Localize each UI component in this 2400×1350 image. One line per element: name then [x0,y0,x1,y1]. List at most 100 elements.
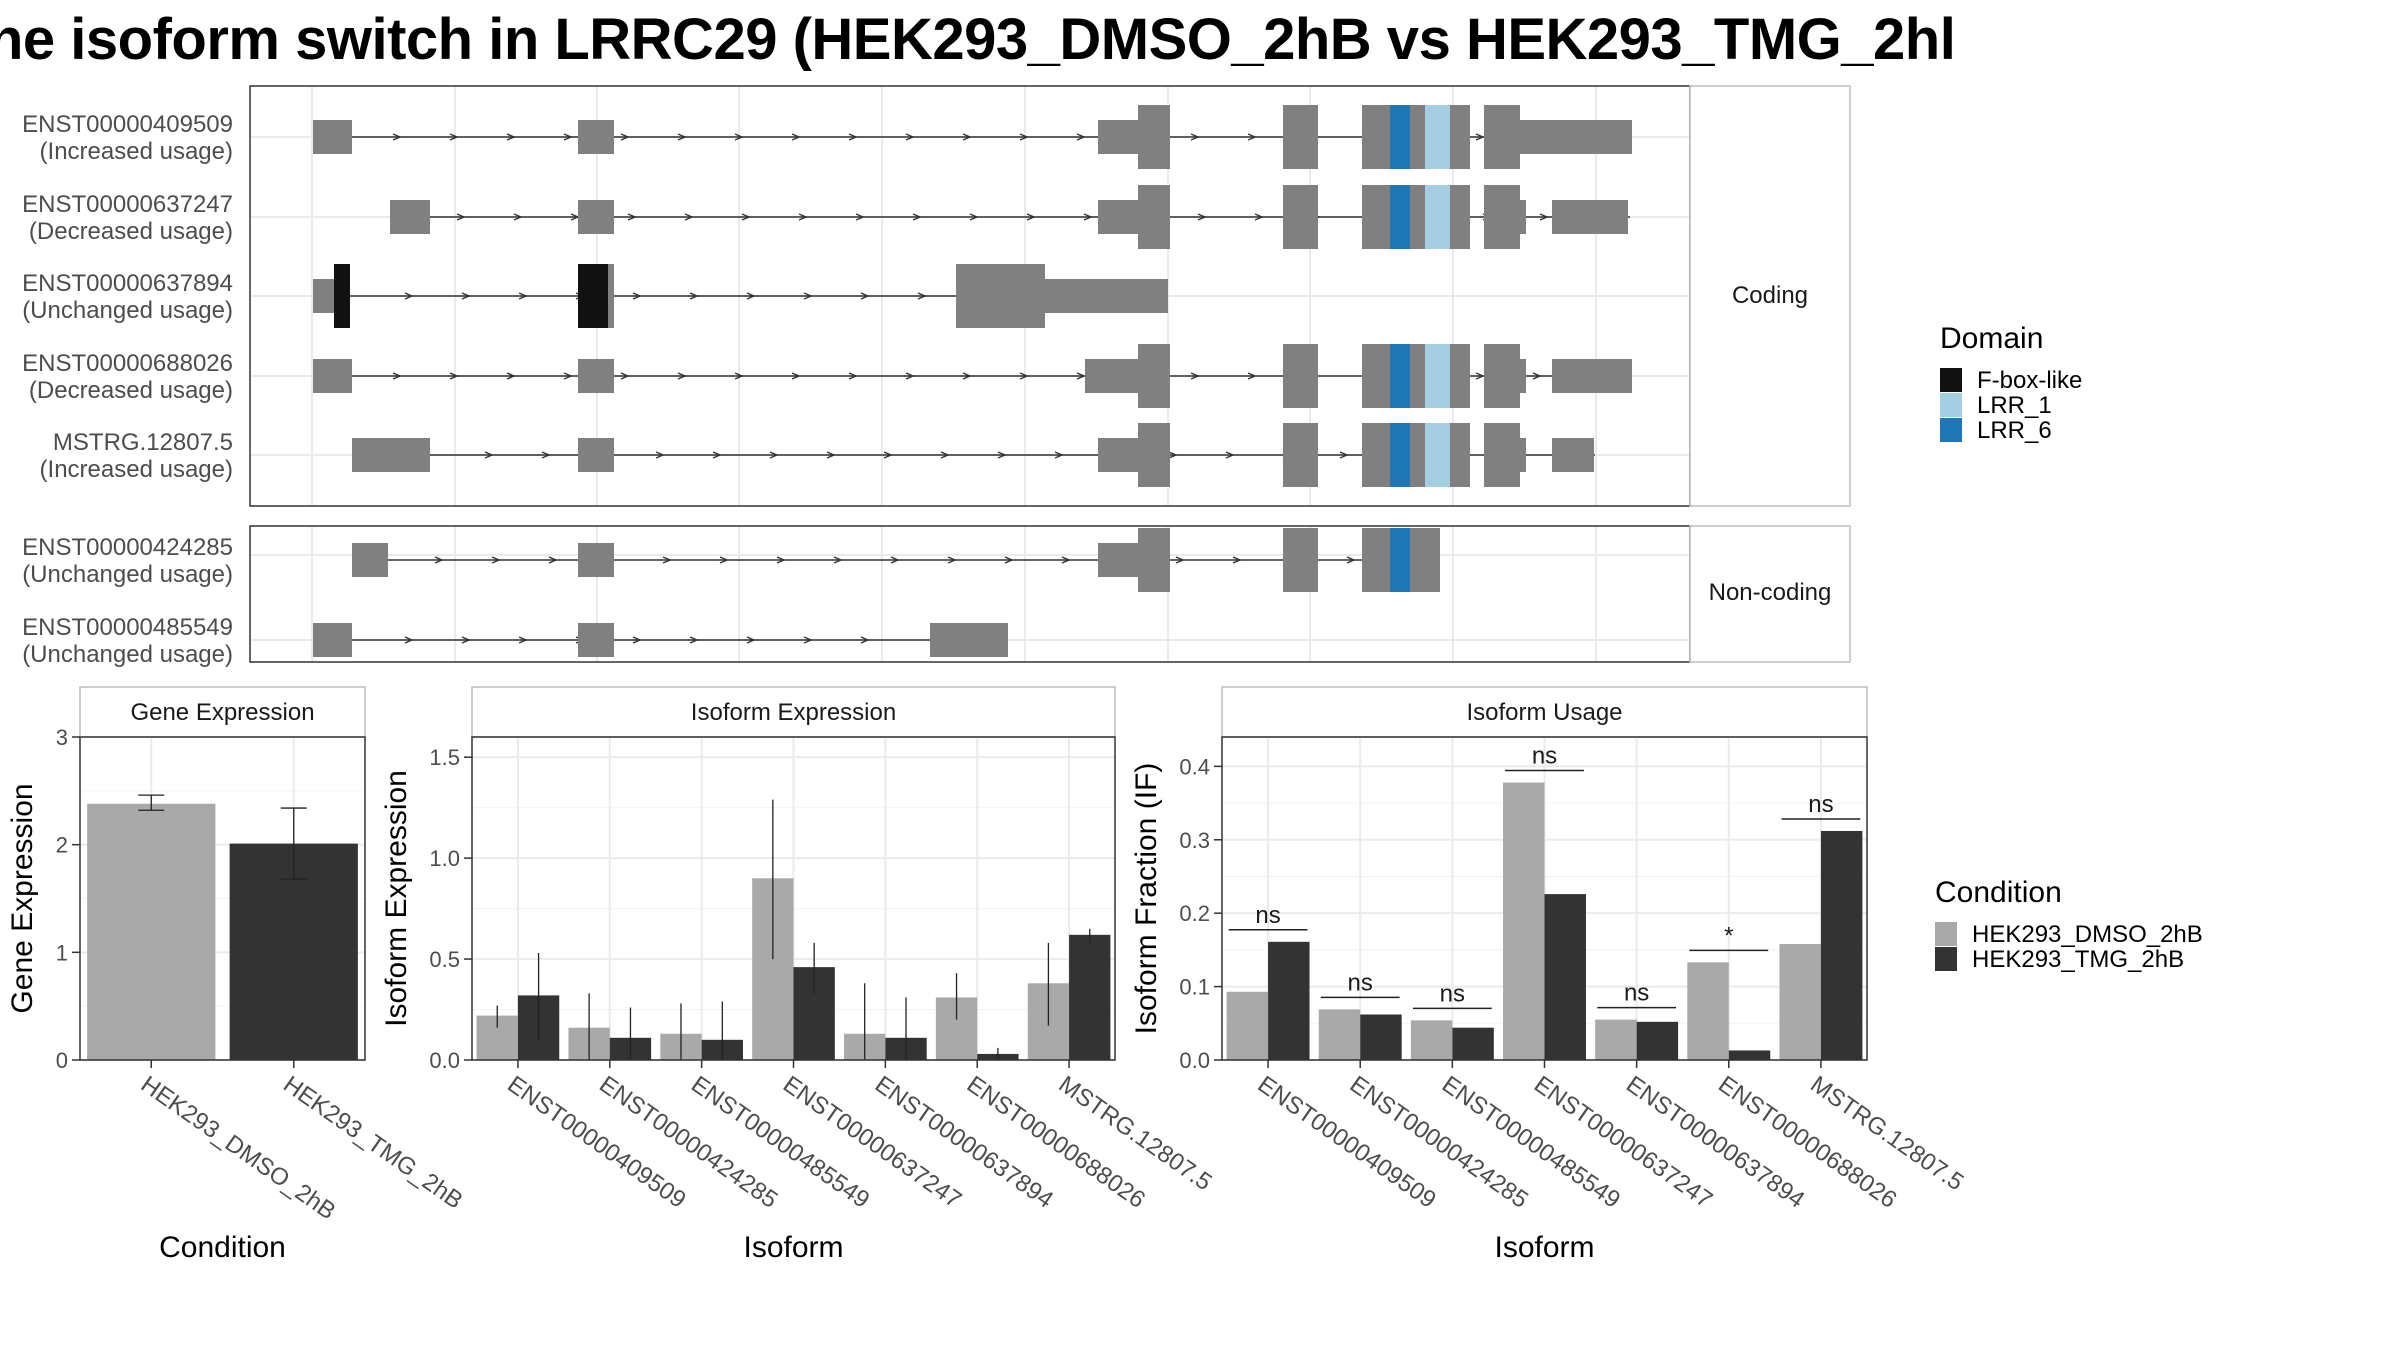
intron-arrow [776,556,786,564]
intron-arrow [746,636,756,644]
significance-label: ns [1255,902,1280,929]
intron-arrow [905,133,915,141]
intron-arrow [484,451,494,459]
intron-arrow [491,556,501,564]
exon-block [1283,528,1318,592]
exon-block [1450,105,1470,169]
intron-arrow [803,292,813,300]
x-tick-label: MSTRG.12807.5 [1805,1071,1968,1196]
intron-arrow [632,292,642,300]
exon-block [1552,359,1632,393]
exon-block [1518,120,1632,154]
domain-block [1425,185,1450,249]
exon-block [1362,185,1390,249]
intron-arrow [791,372,801,380]
intron-arrow [1004,556,1014,564]
intron-arrow [1076,372,1086,380]
intron-arrow [506,372,516,380]
intron-arrow [741,213,751,221]
bar [1820,830,1863,1060]
transcript-id-label: MSTRG.12807.5 [53,429,233,456]
exon-block [578,543,614,577]
x-axis-title: Isoform [1494,1231,1594,1264]
bar [1410,1020,1453,1060]
intron-arrow [917,292,927,300]
transcript-id-label: ENST00000637894 [22,270,233,297]
exon-block [1362,423,1390,487]
intron-arrow [848,133,858,141]
intron-arrow [632,636,642,644]
intron-arrow [434,556,444,564]
domain-legend-label: F-box-like [1977,367,2082,394]
intron-arrow [905,372,915,380]
exon-block [352,543,388,577]
domain-block [1390,528,1410,592]
isoform-expression-panel: Isoform Expression0.00.51.01.5ENST000004… [380,686,1217,1264]
y-tick-label: 0.5 [429,947,460,972]
transcript-usage-label: (Unchanged usage) [22,561,233,588]
intron-arrow [689,636,699,644]
exon-block [1484,185,1520,249]
bar [1595,1019,1637,1060]
exon-block [1085,359,1140,393]
intron-arrow [563,372,573,380]
y-axis-title: Gene Expression [6,783,39,1013]
intron-arrow [563,133,573,141]
y-tick-label: 2 [56,833,68,858]
intron-arrow [620,133,630,141]
intron-arrow [392,133,402,141]
bar [1636,1021,1679,1060]
intron-arrow [860,636,870,644]
exon-block [578,120,614,154]
intron-arrow [1346,556,1356,564]
intron-arrow [541,451,551,459]
y-tick-label: 0.0 [1179,1048,1210,1073]
significance-label: ns [1348,969,1373,996]
domain-block [1390,185,1410,249]
bar [1069,934,1111,1060]
transcript-id-label: ENST00000637247 [22,191,233,218]
bar [1728,1050,1771,1060]
exon-block [1362,344,1390,408]
x-axis-title: Isoform [743,1231,843,1264]
exon-block [1138,423,1170,487]
intron-arrow [1026,213,1036,221]
domain-block [1425,423,1450,487]
coding-strip-label: Coding [1732,282,1808,309]
transcript-id-label: ENST00000409509 [22,111,233,138]
exon-block [608,264,614,328]
exon-block [1138,344,1170,408]
noncoding-strip [1689,525,1851,663]
exon-block [956,264,1045,328]
intron-arrow [962,372,972,380]
panel-title: Gene Expression [130,699,314,726]
exon-block [1098,120,1140,154]
exon-block [578,359,614,393]
exon-block [1283,344,1318,408]
intron-arrow [1475,133,1485,141]
domain-block [1390,344,1410,408]
y-tick-label: 0.1 [1179,975,1210,1000]
bar [1360,1014,1402,1060]
intron-arrow [746,292,756,300]
condition-legend-label: HEK293_DMSO_2hB [1972,921,2203,948]
intron-arrow [826,451,836,459]
significance-label: ns [1808,791,1833,818]
significance-label: * [1724,922,1733,949]
domain-block [1390,423,1410,487]
intron-arrow [1247,372,1257,380]
exon-block [1518,359,1526,393]
significance-label: ns [1532,743,1557,770]
transcript-id-label: ENST00000485549 [22,614,233,641]
intron-arrow [1539,213,1549,221]
intron-arrow [677,133,687,141]
exon-block [1518,438,1526,472]
noncoding-strip-label: Non-coding [1709,579,1832,606]
intron-arrow [912,213,922,221]
domain-block [1425,105,1450,169]
intron-arrow [1175,556,1185,564]
intron-arrow [883,451,893,459]
domain-block [578,264,610,328]
